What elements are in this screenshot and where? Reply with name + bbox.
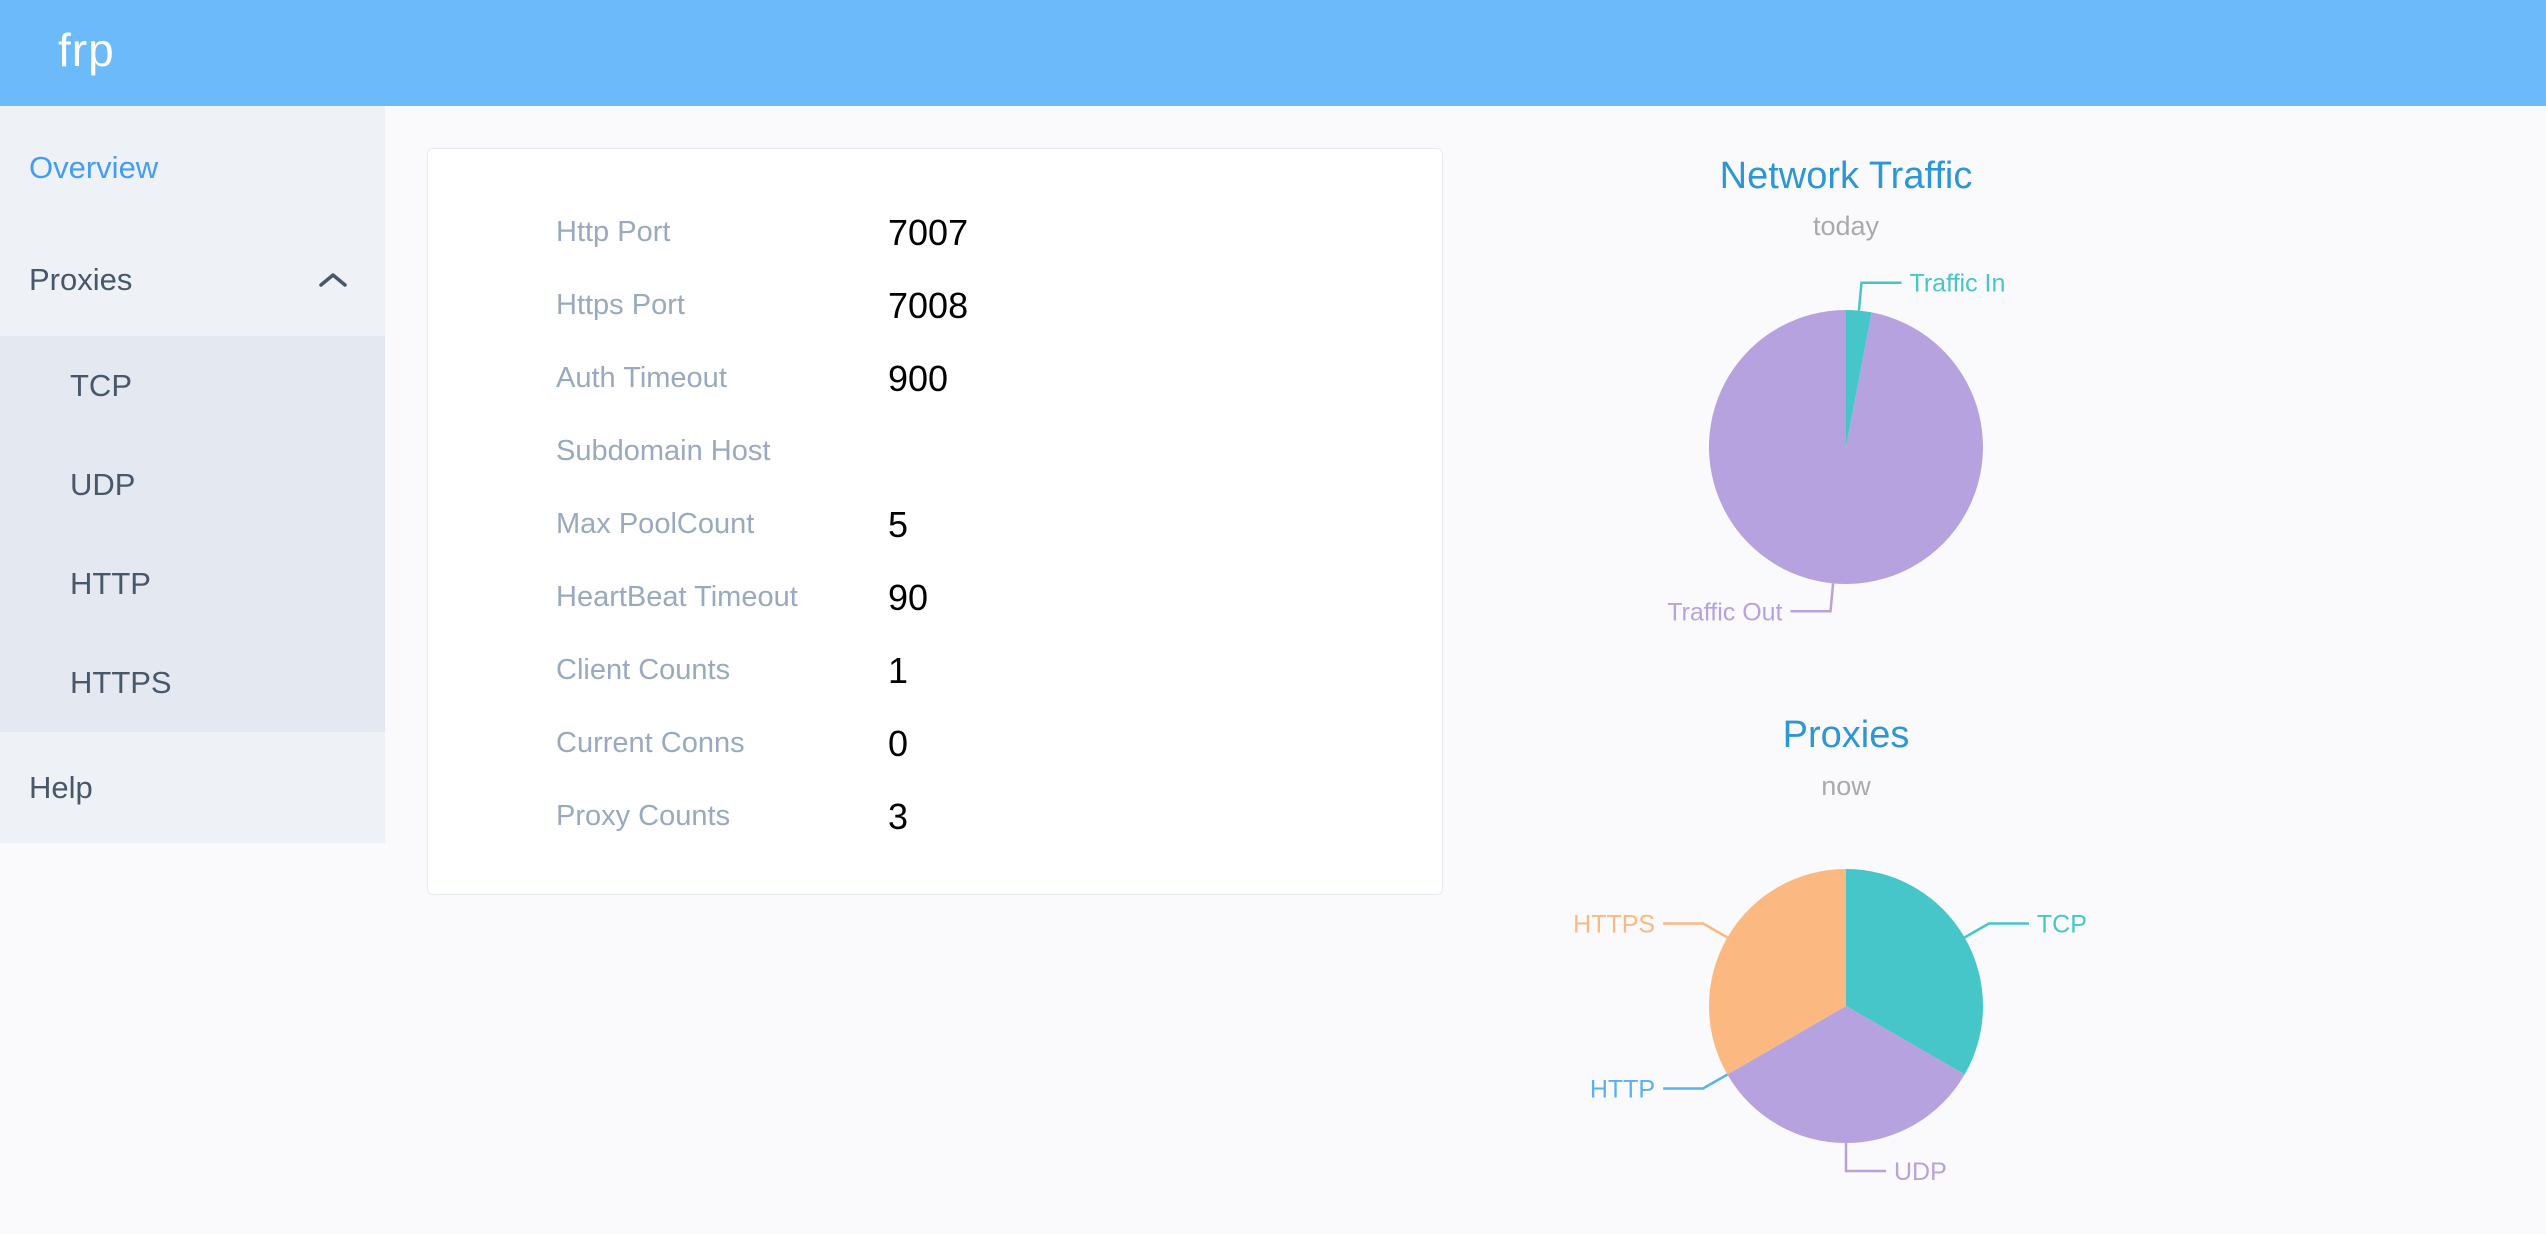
config-label: Current Conns [556, 727, 745, 759]
proxies-pie-chart: TCP UDP HTTP HTTPS [1573, 869, 2087, 1186]
pie-label-line-traffic-out [1790, 583, 1835, 613]
config-value: 90 [888, 576, 929, 618]
server-config-card: Http Port 7007 Https Port 7008 Auth Timeout 9… [427, 148, 1443, 895]
pie-slice-udp[interactable] [1727, 1006, 1965, 1144]
config-label: HeartBeat Timeout [556, 581, 798, 613]
pie-label-line-tcp [1963, 922, 2029, 939]
config-row: Max PoolCount 5 [428, 488, 1442, 561]
network-traffic-pie-chart: Traffic In Traffic Out [1667, 270, 2006, 627]
sidebar-item-https[interactable]: HTTPS [70, 664, 172, 700]
sidebar: Overview Proxies TCP UDP HTTP HTTPS Help [0, 106, 385, 843]
pie-slice-https[interactable] [1708, 869, 1846, 1075]
config-value: 5 [888, 503, 909, 545]
config-label: Max PoolCount [556, 508, 755, 540]
config-label: Subdomain Host [556, 435, 771, 467]
sidebar-item-proxies-label: Proxies [29, 262, 133, 297]
config-row: Http Port 7007 [428, 196, 1442, 269]
config-row: Auth Timeout 900 [428, 342, 1442, 415]
proxies-chart-title: Proxies [1782, 714, 1910, 756]
proxies-submenu: TCP UDP HTTP HTTPS [0, 336, 385, 732]
pie-label-line-traffic-in [1857, 281, 1902, 311]
proxies-chart-subtitle: now [1821, 771, 1871, 801]
config-row: HeartBeat Timeout 90 [428, 561, 1442, 634]
sidebar-item-udp[interactable]: UDP [70, 466, 136, 502]
app-header: frp [0, 0, 2546, 106]
sidebar-item-help[interactable]: Help [0, 732, 385, 843]
sidebar-item-http[interactable]: HTTP [70, 565, 151, 601]
config-row: Subdomain Host [428, 415, 1442, 488]
network-traffic-subtitle: today [1812, 211, 1880, 241]
config-label: Proxy Counts [556, 800, 731, 832]
config-label: Http Port [556, 216, 671, 248]
pie-label-udp: UDP [1894, 1158, 1947, 1186]
config-value: 7008 [888, 284, 969, 326]
config-label: Https Port [556, 289, 685, 321]
pie-slice-tcp[interactable] [1846, 869, 1984, 1075]
config-label: Auth Timeout [556, 362, 727, 394]
pie-slice-traffic-out[interactable] [1708, 310, 1983, 584]
sidebar-item-overview[interactable]: Overview [0, 112, 385, 224]
config-row: Client Counts 1 [428, 634, 1442, 707]
sidebar-item-overview-label: Overview [29, 150, 159, 185]
pie-label-tcp: TCP [2037, 911, 2087, 939]
config-value: 1 [888, 649, 909, 691]
pie-label-http: HTTP [1590, 1076, 1655, 1104]
pie-label-line-udp [1844, 1143, 1886, 1173]
config-row: Https Port 7008 [428, 269, 1442, 342]
config-row: Current Conns 0 [428, 707, 1442, 780]
config-value: 7007 [888, 211, 969, 253]
config-value: 0 [888, 722, 909, 764]
network-traffic-title: Network Traffic [1719, 155, 1973, 197]
sidebar-item-help-label: Help [29, 769, 93, 805]
pie-label-traffic-in: Traffic In [1910, 270, 2006, 298]
sidebar-item-tcp[interactable]: TCP [70, 367, 132, 403]
config-row: Proxy Counts 3 [428, 780, 1442, 853]
pie-label-line-https [1663, 922, 1729, 939]
config-value: 900 [888, 357, 949, 399]
pie-label-traffic-out: Traffic Out [1667, 598, 1782, 626]
app-logo[interactable]: frp [58, 24, 115, 76]
config-value: 3 [888, 795, 909, 837]
chevron-up-icon[interactable] [319, 273, 347, 287]
pie-label-https: HTTPS [1573, 911, 1655, 939]
pie-label-line-http [1663, 1073, 1729, 1090]
pie-slice-traffic-in[interactable] [1846, 310, 1872, 447]
config-label: Client Counts [556, 654, 731, 686]
sidebar-item-proxies[interactable]: Proxies [0, 224, 385, 336]
